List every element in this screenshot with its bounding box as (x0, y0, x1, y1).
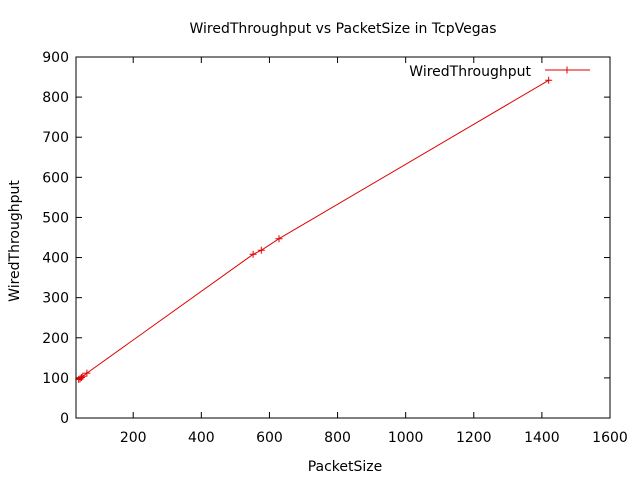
axis-ticks: 0 100 200 300 400 500 600 700 800 900 200 400 600 800… (42, 50, 628, 446)
y-tick-label-5: 500 (42, 210, 69, 226)
data-point-7 (275, 235, 283, 243)
x-tick-label-1: 400 (188, 430, 215, 446)
x-tick-label-4: 1000 (388, 430, 424, 446)
series-layer (75, 76, 553, 383)
data-point-6 (257, 246, 265, 254)
y-tick-label-2: 200 (42, 331, 69, 347)
y-tick-label-8: 800 (42, 90, 69, 106)
series-line-0 (78, 79, 549, 380)
y-tick-label-4: 400 (42, 251, 69, 267)
x-tick-label-3: 800 (324, 430, 351, 446)
x-tick-label-5: 1200 (456, 430, 492, 446)
data-point-2 (77, 374, 85, 381)
chart-title: WiredThroughput vs PacketSize in TcpVega… (190, 21, 497, 37)
data-point-3 (79, 372, 87, 380)
data-point-4 (83, 369, 91, 377)
y-tick-label-3: 300 (42, 291, 69, 307)
y-tick-label-7: 700 (42, 130, 69, 146)
legend: WiredThroughput (409, 64, 590, 80)
x-tick-label-0: 200 (120, 430, 147, 446)
y-tick-label-6: 600 (42, 170, 69, 186)
data-point-8 (545, 76, 553, 84)
legend-marker (563, 66, 571, 74)
data-point-5 (249, 250, 257, 258)
legend-label: WiredThroughput (409, 64, 531, 80)
x-axis-label: PacketSize (308, 459, 383, 475)
plot-frame (75, 56, 611, 419)
y-tick-label-0: 0 (60, 411, 69, 427)
y-axis-label: WiredThroughput (7, 180, 23, 302)
x-tick-label-2: 600 (256, 430, 283, 446)
x-tick-label-6: 1400 (524, 430, 560, 446)
y-tick-label-9: 900 (42, 50, 69, 66)
x-tick-label-7: 1600 (592, 430, 628, 446)
y-tick-label-1: 100 (42, 371, 69, 387)
